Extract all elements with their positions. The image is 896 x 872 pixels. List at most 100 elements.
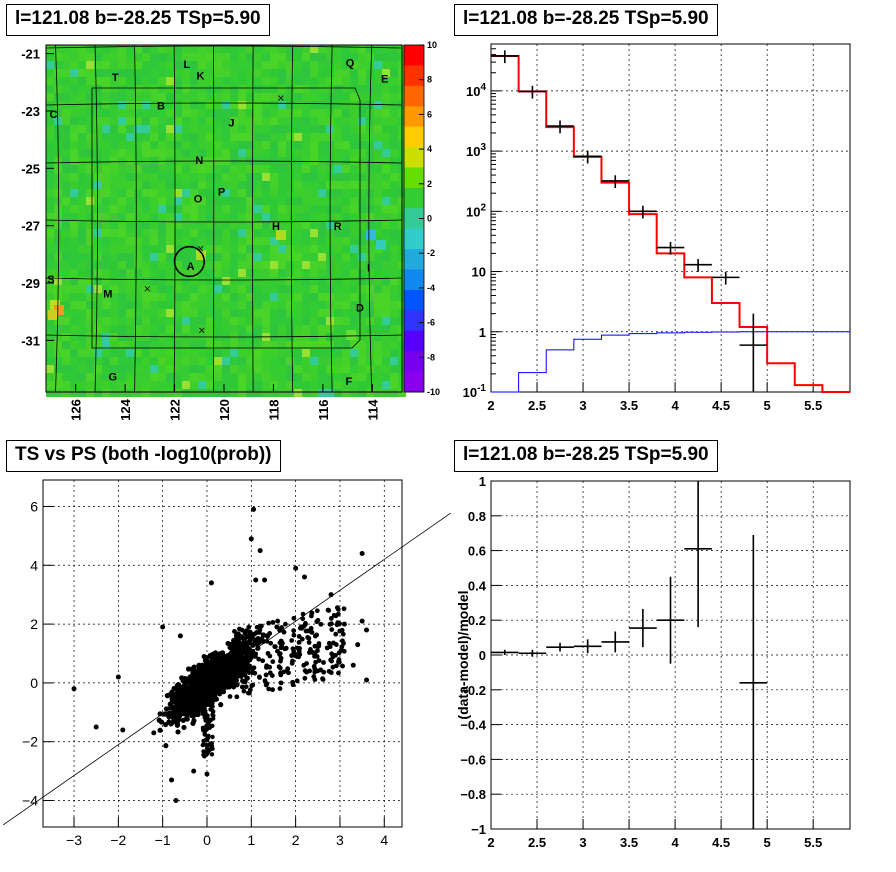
heatmap-cell xyxy=(134,285,142,293)
heatmap-cell xyxy=(214,61,222,69)
y-tick-label: −4 xyxy=(22,793,38,809)
heatmap-cell xyxy=(230,341,238,349)
heatmap-cell xyxy=(150,101,158,109)
heatmap-cell xyxy=(78,293,86,301)
heatmap-cell xyxy=(46,269,54,277)
scatter-point xyxy=(327,621,333,627)
heatmap-cell xyxy=(174,69,182,77)
heatmap-cell xyxy=(358,333,366,341)
heatmap-cell xyxy=(294,189,302,197)
heatmap-cell xyxy=(54,173,62,181)
heatmap-cell xyxy=(350,173,358,181)
heatmap-cell xyxy=(126,165,134,173)
heatmap-cell xyxy=(166,165,174,173)
heatmap-cell xyxy=(118,301,126,309)
heatmap-cell xyxy=(94,149,102,157)
y-tick-label: 0.4 xyxy=(468,578,487,593)
heatmap-cell xyxy=(222,349,230,357)
heatmap-cell xyxy=(230,325,238,333)
heatmap-cell xyxy=(190,221,198,229)
heatmap-cell xyxy=(174,53,182,61)
heatmap-cell xyxy=(62,141,70,149)
y-tick-label: −0.2 xyxy=(460,683,486,698)
heatmap-cell xyxy=(350,133,358,141)
heatmap-cell xyxy=(278,365,286,373)
heatmap-cell xyxy=(46,333,54,341)
heatmap-cell xyxy=(230,149,238,157)
scatter-point xyxy=(206,683,212,688)
heatmap-cell xyxy=(206,149,214,157)
heatmap-cell xyxy=(182,77,190,85)
heatmap-cell xyxy=(86,277,94,285)
heatmap-cell xyxy=(70,173,78,181)
heatmap-cell xyxy=(182,285,190,293)
heatmap-cell xyxy=(158,301,166,309)
heatmap-cell xyxy=(238,365,246,373)
heatmap-cell xyxy=(126,389,134,397)
residual-points xyxy=(491,481,768,829)
heatmap-cell xyxy=(278,45,286,53)
scatter-point xyxy=(251,665,257,671)
scatter-point-outlier xyxy=(251,506,257,512)
heatmap-cell xyxy=(374,157,382,165)
heatmap-cell xyxy=(206,77,214,85)
heatmap-cell xyxy=(126,301,134,309)
heatmap-cell xyxy=(142,141,150,149)
colorbar-tick-label: 10 xyxy=(427,40,437,50)
heatmap-cell xyxy=(70,149,78,157)
scatter-point xyxy=(247,690,252,696)
panel-heatmap: T L K Q E B C J N P O H R A I S M D G F 126 124 122 120 118 116 11… xyxy=(0,0,448,436)
heatmap-cell xyxy=(70,93,78,101)
heatmap-cell xyxy=(278,381,286,389)
heatmap-cell xyxy=(222,133,230,141)
panel-scatter: −3 −2 −1 0 1 2 3 4 −4 −2 0 2 4 6 TS vs PS (both -log1… xyxy=(0,436,451,872)
heatmap-cell xyxy=(374,77,382,85)
heatmap-cell xyxy=(278,221,286,229)
heatmap-cell xyxy=(126,149,134,157)
heatmap-cell xyxy=(358,157,366,165)
heatmap-cell xyxy=(302,141,310,149)
heatmap-cell xyxy=(310,269,318,277)
heatmap-cell xyxy=(134,61,142,69)
heatmap-cell xyxy=(334,381,342,389)
heatmap-cell xyxy=(110,205,118,213)
heatmap-cell xyxy=(254,269,262,277)
heatmap-cell xyxy=(126,157,134,165)
heatmap-cell xyxy=(102,277,110,285)
heatmap-cell xyxy=(262,309,270,317)
heatmap-cell xyxy=(54,229,62,237)
heatmap-cell xyxy=(198,133,206,141)
heatmap-cell xyxy=(398,389,406,397)
scatter-point xyxy=(190,677,196,683)
heatmap-cell xyxy=(366,45,374,53)
heatmap-cell xyxy=(166,109,174,117)
heatmap-cell xyxy=(206,269,214,277)
heatmap-cell xyxy=(374,189,382,197)
heatmap-cell xyxy=(286,245,294,253)
heatmap-cell xyxy=(390,77,398,85)
heatmap-cell xyxy=(238,389,246,397)
source-label: C xyxy=(49,109,57,121)
scatter-point xyxy=(231,638,236,643)
heatmap-cell xyxy=(46,341,54,349)
heatmap-cell xyxy=(254,61,262,69)
heatmap-cell xyxy=(326,101,334,109)
heatmap-cell xyxy=(238,197,246,205)
heatmap-cell xyxy=(102,317,110,325)
heatmap-cell xyxy=(342,93,350,101)
heatmap-cell xyxy=(142,85,150,93)
heatmap-cell xyxy=(222,293,230,301)
heatmap-cell xyxy=(174,373,182,381)
heatmap-cell xyxy=(214,389,222,397)
x-tick-label: −1 xyxy=(155,832,171,848)
heatmap-cell xyxy=(350,357,358,365)
heatmap-cell xyxy=(158,125,166,133)
heatmap-cell xyxy=(158,61,166,69)
heatmap-cell xyxy=(46,165,54,173)
graticule-longitude xyxy=(134,44,137,393)
heatmap-cell xyxy=(270,205,278,213)
heatmap-cell xyxy=(62,357,70,365)
heatmap-cell xyxy=(150,109,158,117)
heatmap-cell xyxy=(134,373,142,381)
heatmap-cell xyxy=(78,173,86,181)
